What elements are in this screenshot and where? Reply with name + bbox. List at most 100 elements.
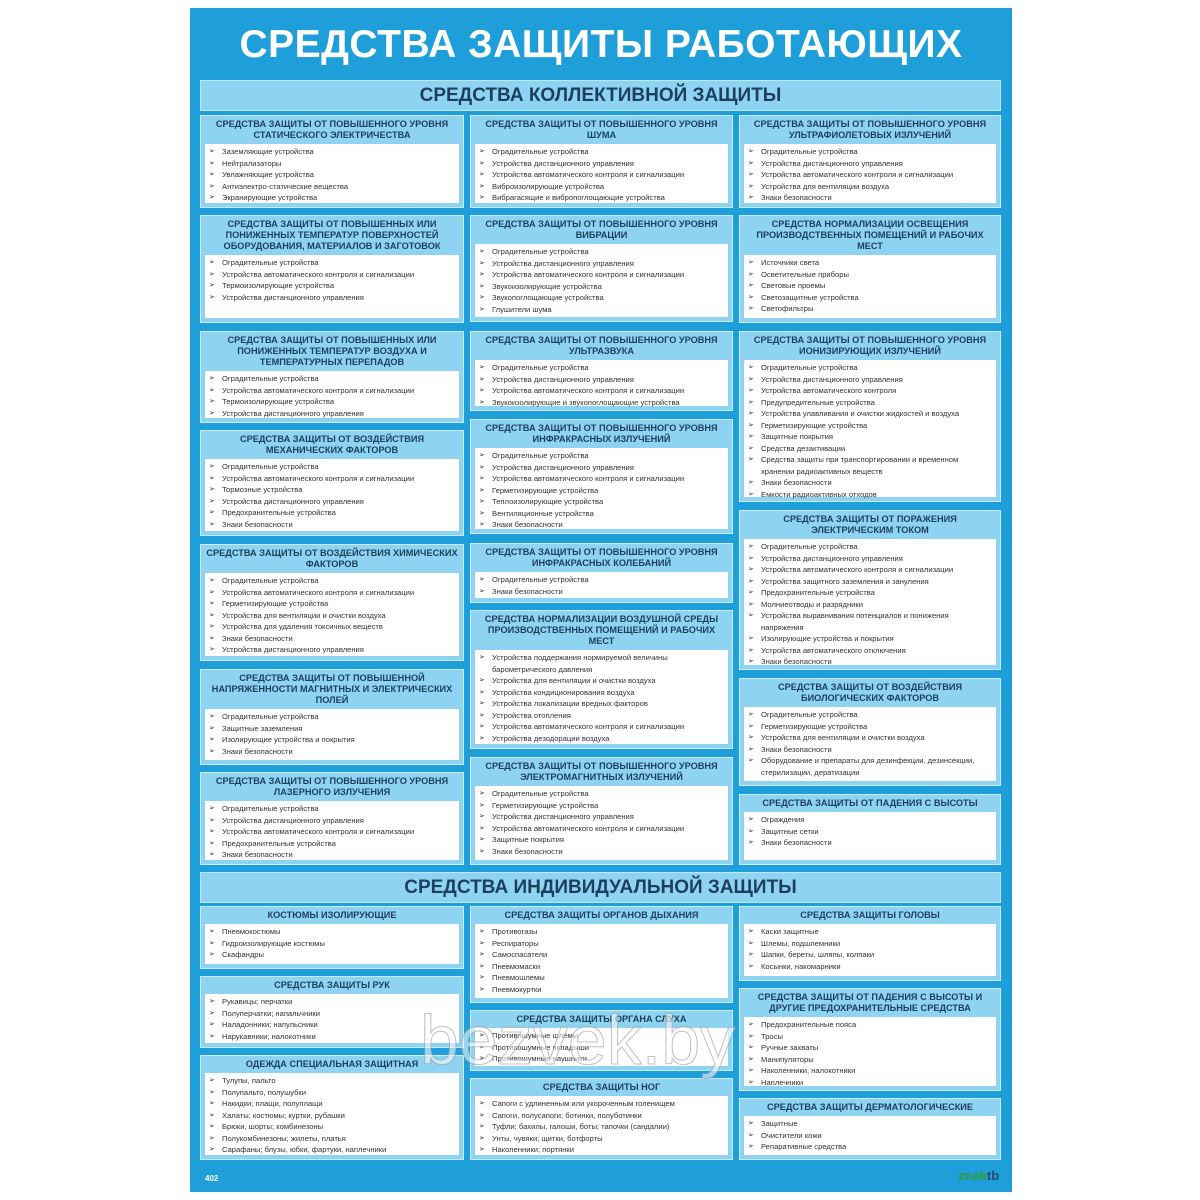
list-item: Звукоизолирующие устройства xyxy=(479,281,724,293)
section-title: Средства защиты от воздействия биологиче… xyxy=(777,682,963,703)
list-item: Устройства дистанционного управления xyxy=(479,811,724,823)
list-item: Устройства автоматического контроля и си… xyxy=(479,385,724,397)
list-item: Предохранительные устройства xyxy=(748,587,992,599)
section-title: Средства защиты от повышенного уровня ул… xyxy=(485,335,718,356)
list-item: Устройства дистанционного управления xyxy=(209,815,455,827)
section-body: Рукавицы; перчаткиПолуперчатки; напальчн… xyxy=(205,994,459,1043)
list-item: Оградительные устройства xyxy=(479,450,724,462)
item-list: Оградительные устройстваГерметизирующие … xyxy=(748,709,992,778)
item-list: Оградительные устройстваУстройства автом… xyxy=(209,257,455,303)
list-item: Герметизирующие устройства xyxy=(748,721,992,733)
list-item: Знаки безопасности xyxy=(209,519,455,531)
list-item: Нарукавники; налокотники xyxy=(209,1031,455,1043)
list-item: Устройства автоматического контроля и си… xyxy=(479,823,724,835)
section-title: Средства защиты рук xyxy=(274,980,390,990)
list-item: Устройства автоматического контроля и си… xyxy=(209,269,455,281)
section-body: Оградительные устройстваУстройства диста… xyxy=(744,144,996,203)
list-item: Устройства улавливания и очистки жидкост… xyxy=(748,408,992,420)
section-body: Источники светаОсветительные приборыСвет… xyxy=(744,255,996,318)
list-item: Вибрагасящие и вибропоглощающие устройст… xyxy=(479,192,724,204)
list-item: Защитные заземления xyxy=(209,723,455,735)
list-item: Гидроизолирующие костюмы xyxy=(209,938,455,950)
list-item: Устройства дистанционного управления xyxy=(748,374,992,386)
list-item: Пневмомаски xyxy=(479,961,724,973)
section-body: Оградительные устройстваУстройства диста… xyxy=(744,360,996,500)
collective-section-box: Средства защиты от поражения электрическ… xyxy=(739,510,1001,670)
list-item: Знаки безопасности xyxy=(479,846,724,858)
section-title: Средства защиты от повышенного уровня эл… xyxy=(485,761,718,782)
list-item: Устройства защитного заземления и зануле… xyxy=(748,576,992,588)
item-list: Оградительные устройстваУстройства автом… xyxy=(209,575,455,656)
section-body: Оградительные устройстваУстройства автом… xyxy=(205,459,459,531)
section-body: Оградительные устройстваУстройства диста… xyxy=(475,244,728,317)
section-body: Устройства поддержания нормируемой велич… xyxy=(475,650,728,744)
item-list: Каски защитныеШлемы, подшлемникиШапки, б… xyxy=(748,926,992,972)
list-item: Полупальто, полушубки xyxy=(209,1087,455,1099)
section-body: Предохранительные поясаТросыРучные захва… xyxy=(744,1017,996,1088)
section-body: Оградительные устройстваЗащитные заземле… xyxy=(205,709,459,760)
list-item: Защитные покрытия xyxy=(479,834,724,846)
section-title: Одежда специальная защитная xyxy=(245,1059,419,1069)
list-item: Устройства дезодорации воздуха xyxy=(479,733,724,745)
collective-section-box: Средства защиты от повышенного уровня ин… xyxy=(470,419,733,534)
list-item: Пневмокостюмы xyxy=(209,926,455,938)
list-item: Косынки, накомарники xyxy=(748,961,992,973)
section-title: Средства защиты органов дыхания xyxy=(504,910,699,920)
list-item: Знаки безопасности xyxy=(479,586,724,598)
list-item: Туфли; бахилы, галоши, боты; тапочки (са… xyxy=(479,1121,724,1133)
item-list: ОгражденияЗащитные сеткиЗнаки безопаснос… xyxy=(748,814,992,849)
section-body: Оградительные устройстваУстройства автом… xyxy=(205,573,459,656)
section-title: Средства нормализации воздушной среды пр… xyxy=(484,614,719,646)
list-item: Устройства автоматического контроля и си… xyxy=(209,473,455,485)
item-list: Оградительные устройстваУстройства диста… xyxy=(479,450,724,531)
list-item: Устройства автоматического отключения xyxy=(748,645,992,657)
section-body: Противошумные шлемыПротивошумные вкладыш… xyxy=(475,1028,728,1066)
list-item: Устройства кондиционирования воздуха xyxy=(479,687,724,699)
collective-section-box: Средства нормализации освещения производ… xyxy=(739,215,1001,323)
publisher-logo: znaktb xyxy=(958,1168,999,1183)
list-item: Противошумные вкладыши xyxy=(479,1042,724,1054)
list-item: Средства дезактивации xyxy=(748,443,992,455)
list-item: Источники света xyxy=(748,257,992,269)
list-item: Наколенники, налокотники xyxy=(748,1065,992,1077)
individual-section-box: Средства защиты дерматологические Защитны… xyxy=(739,1098,1001,1160)
list-item: Термоизолирующие устройства xyxy=(209,396,455,408)
list-item: Наплечники xyxy=(748,1077,992,1089)
section-title: Средства защиты от повышенных или пониже… xyxy=(227,335,437,367)
section-title: Средства защиты головы xyxy=(800,910,940,920)
list-item: Устройства для вентиляции воздуха xyxy=(748,181,992,193)
collective-section-box: Средства защиты от повышенных или пониже… xyxy=(200,215,464,323)
item-list: Оградительные устройстваУстройства диста… xyxy=(748,541,992,668)
list-item: Рукавицы; перчатки xyxy=(209,996,455,1008)
item-list: Сапоги с удлиненным или укороченным голе… xyxy=(479,1098,724,1156)
list-item: Тормозные устройства xyxy=(209,484,455,496)
item-list: ПротивогазыРеспираторыСамоспасателиПневм… xyxy=(479,926,724,995)
list-item: Устройства дистанционного управления xyxy=(209,496,455,508)
section-body: Тулупы, пальтоПолупальто, полушубкиНакид… xyxy=(205,1073,459,1155)
item-list: Оградительные устройстваЗнаки безопаснос… xyxy=(479,574,724,597)
logo-part-b: tb xyxy=(986,1168,1000,1183)
list-item: Звукопоглощающие устройства xyxy=(479,292,724,304)
list-item: Устройства дистанционного управления xyxy=(748,553,992,565)
list-item: Предохранительные устройства xyxy=(209,507,455,519)
section-title: Средства защиты от повышенного уровня ул… xyxy=(753,119,987,140)
collective-section-box: Средства защиты от повышенного уровня ин… xyxy=(470,543,733,603)
section-body: ПневмокостюмыГидроизолирующие костюмыСка… xyxy=(205,924,459,964)
list-item: Оградительные устройства xyxy=(479,574,724,586)
item-list: ЗащитныеОчистители кожиРепаративные сред… xyxy=(748,1118,992,1153)
item-list: Противошумные шлемыПротивошумные вкладыш… xyxy=(479,1030,724,1065)
individual-section-box: Средства защиты ног Сапоги с удлиненным и… xyxy=(470,1078,733,1160)
item-list: Предохранительные поясаТросыРучные захва… xyxy=(748,1019,992,1088)
section-body: ПротивогазыРеспираторыСамоспасателиПневм… xyxy=(475,924,728,998)
list-item: Термоизолирующие устройства xyxy=(209,280,455,292)
list-item: Молниеотводы и разрядники xyxy=(748,599,992,611)
individual-section-box: Одежда специальная защитная Тулупы, пальт… xyxy=(200,1055,464,1160)
list-item: Знаки безопасности xyxy=(748,744,992,756)
individual-section-box: Средства защиты органа слуха Противошумны… xyxy=(470,1010,733,1071)
list-item: Звукоизолирующие и звукопоглощающие устр… xyxy=(479,397,724,409)
list-item: Устройства дистанционного управления xyxy=(209,408,455,420)
section-body: Оградительные устройстваУстройства автом… xyxy=(205,255,459,318)
list-item: Нейтрализаторы xyxy=(209,158,455,170)
collective-heading: СРЕДСТВА КОЛЛЕКТИВНОЙ ЗАЩИТЫ xyxy=(200,80,1001,111)
item-list: Оградительные устройстваУстройства автом… xyxy=(209,373,455,419)
